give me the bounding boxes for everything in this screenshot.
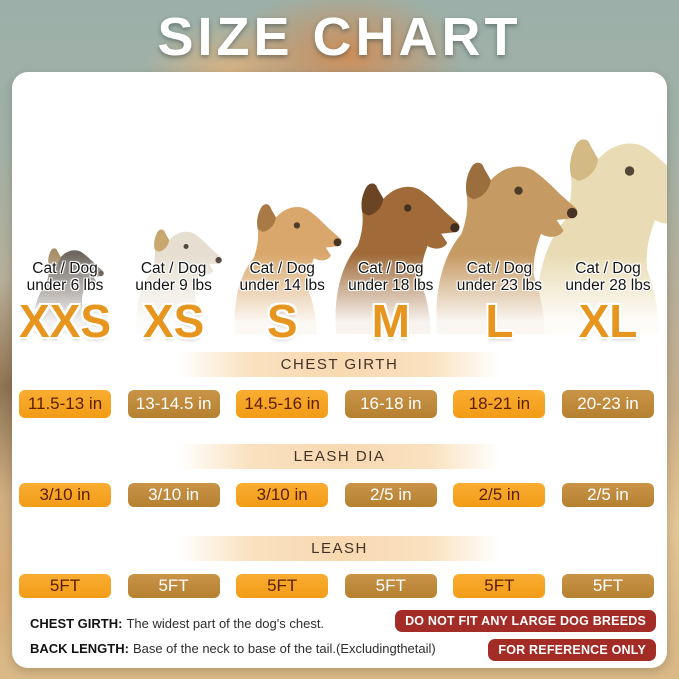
- fits-labels-row: Cat / Dog under 6 lbs Cat / Dog under 9 lb…: [17, 257, 656, 297]
- photo-fade-overlay: [12, 254, 667, 334]
- fits-label-m: Cat / Dog under 18 lbs: [348, 260, 434, 294]
- leash-dia-value-s: 3/10 in: [234, 481, 331, 509]
- size-letters-row: XXS XS S M L XL: [17, 294, 656, 348]
- measurement-notes: CHEST GIRTH: The widest part of the dog's…: [30, 616, 450, 666]
- chest-girth-value-l: 18-21 in: [451, 388, 548, 420]
- leash-dia-value-xs: 3/10 in: [125, 481, 222, 509]
- fits-label-s: Cat / Dog under 14 lbs: [239, 260, 325, 294]
- chest-girth-value-s: 14.5-16 in: [234, 388, 331, 420]
- fits-label-xxs: Cat / Dog under 6 lbs: [26, 260, 104, 294]
- warning-badges: DO NOT FIT ANY LARGE DOG BREEDS FOR REFE…: [395, 610, 656, 661]
- size-label-m: M: [371, 295, 410, 347]
- warning-badge-large-breeds: DO NOT FIT ANY LARGE DOG BREEDS: [395, 610, 656, 632]
- chest-girth-value-xxs: 11.5-13 in: [17, 388, 113, 420]
- chest-girth-value-xs: 13-14.5 in: [125, 388, 222, 420]
- section-header-leash: LEASH: [179, 536, 500, 561]
- leash-dia-value-xxs: 3/10 in: [17, 481, 113, 509]
- leash-dia-value-l: 2/5 in: [451, 481, 548, 509]
- leash-value-xs: 5FT: [125, 572, 222, 600]
- note-back-length: BACK LENGTH: Base of the neck to base of …: [30, 641, 436, 656]
- leash-value-l: 5FT: [451, 572, 548, 600]
- note-chest-girth: CHEST GIRTH: The widest part of the dog's…: [30, 616, 325, 631]
- fits-label-l: Cat / Dog under 23 lbs: [456, 260, 543, 294]
- size-label-xxs: XXS: [18, 295, 112, 347]
- size-label-s: S: [266, 295, 298, 347]
- chest-girth-value-xl: 20-23 in: [559, 388, 656, 420]
- dog-photo-strip: [12, 72, 667, 334]
- size-label-xs: XS: [142, 295, 205, 347]
- leash-dia-value-m: 2/5 in: [342, 481, 439, 509]
- leash-value-m: 5FT: [342, 572, 439, 600]
- leash-dia-values-row: 3/10 in 3/10 in 3/10 in 2/5 in 2/5 in 2/…: [17, 481, 656, 509]
- leash-value-xxs: 5FT: [17, 572, 113, 600]
- section-header-leash-dia: LEASH DIA: [179, 444, 500, 469]
- size-label-l: L: [485, 295, 514, 347]
- warning-badge-reference-only: FOR REFERENCE ONLY: [488, 639, 656, 661]
- leash-values-row: 5FT 5FT 5FT 5FT 5FT 5FT: [17, 572, 656, 600]
- leash-dia-value-xl: 2/5 in: [559, 481, 656, 509]
- leash-value-xl: 5FT: [559, 572, 656, 600]
- fits-label-xs: Cat / Dog under 9 lbs: [135, 260, 212, 294]
- section-header-chest-girth: CHEST GIRTH: [179, 352, 500, 377]
- size-label-xl: XL: [578, 295, 638, 347]
- page-title: SIZE CHART: [157, 7, 522, 67]
- leash-value-s: 5FT: [234, 572, 331, 600]
- chest-girth-value-m: 16-18 in: [342, 388, 439, 420]
- fits-label-xl: Cat / Dog under 28 lbs: [565, 260, 651, 294]
- chest-girth-values-row: 11.5-13 in 13-14.5 in 14.5-16 in 16-18 i…: [17, 388, 656, 420]
